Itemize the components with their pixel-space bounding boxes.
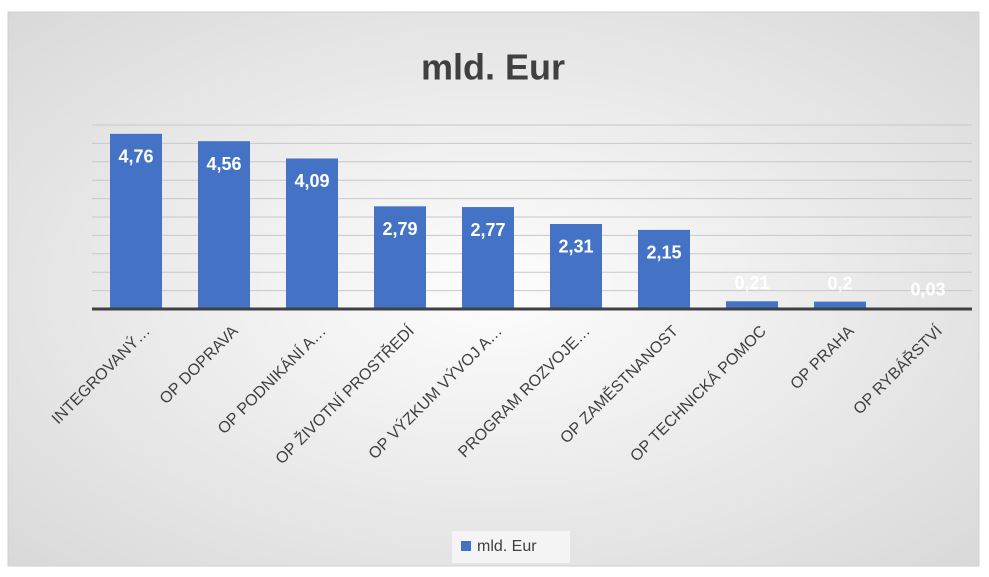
bar [814, 301, 866, 309]
bar [638, 229, 690, 309]
data-label: 0,03 [910, 280, 945, 300]
data-label: 2,15 [646, 243, 681, 263]
data-label: 2,79 [382, 219, 417, 239]
bar [462, 207, 514, 309]
data-label: 2,31 [558, 237, 593, 257]
data-label: 4,09 [294, 171, 329, 191]
data-label: 4,56 [206, 154, 241, 174]
bar [550, 223, 602, 309]
bar [726, 301, 778, 309]
data-label: 0,2 [827, 273, 852, 293]
legend-label: mld. Eur [477, 538, 537, 555]
legend-swatch [461, 541, 471, 551]
bar [374, 206, 426, 309]
bar [110, 133, 162, 309]
data-label: 2,77 [470, 220, 505, 240]
chart-title: mld. Eur [421, 47, 565, 88]
legend-box [452, 531, 570, 563]
bar [198, 141, 250, 309]
data-label: 4,76 [118, 147, 153, 167]
bar [286, 158, 338, 309]
data-label: 0,21 [734, 273, 769, 293]
